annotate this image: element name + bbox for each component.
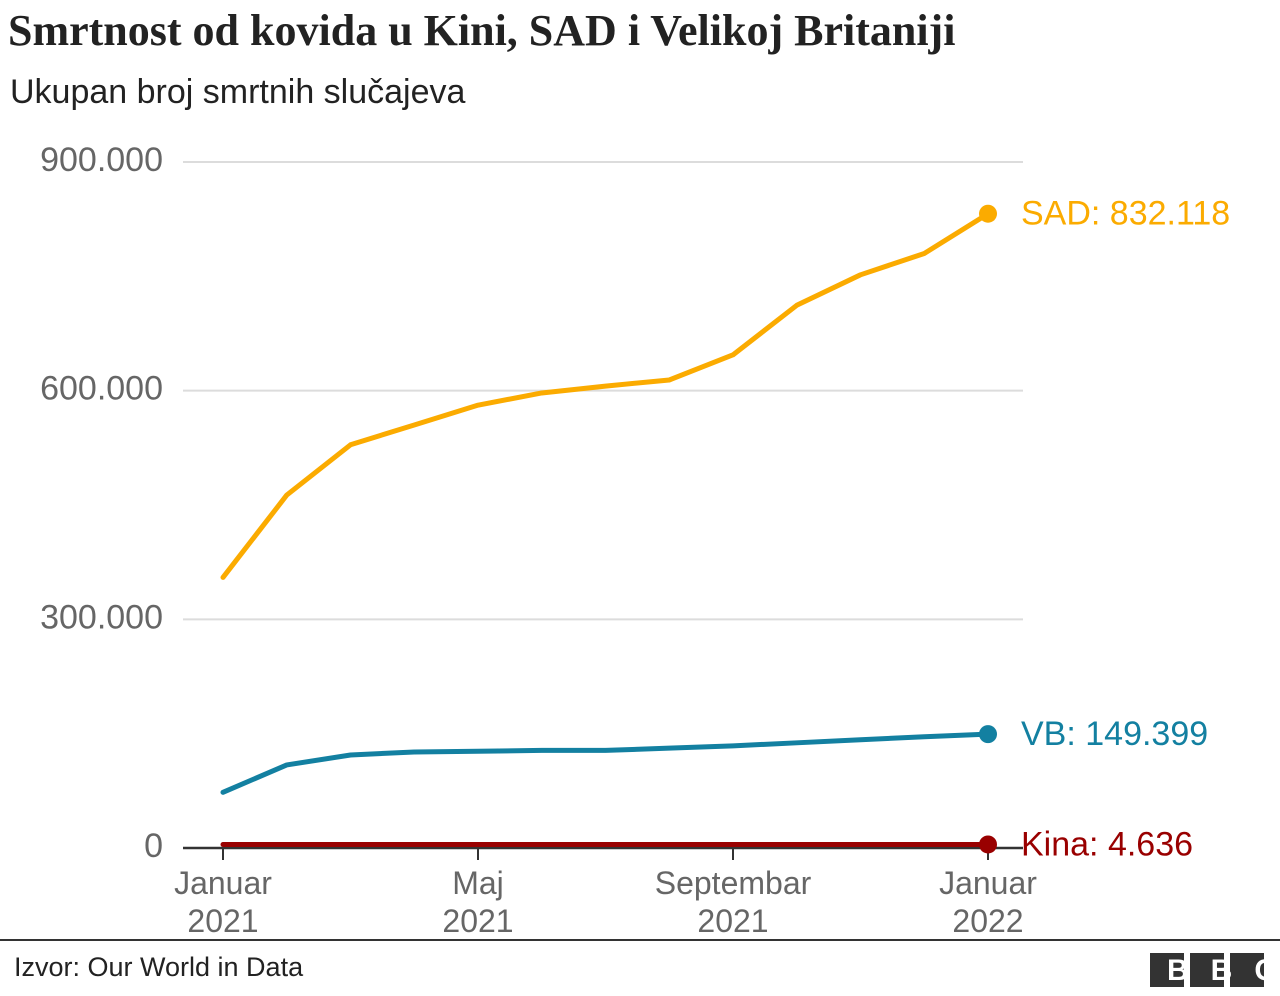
x-tick-label: Januar 2022 (939, 865, 1037, 939)
logo-boxes (1150, 953, 1264, 987)
y-tick-label: 0 (144, 827, 163, 865)
chart-subtitle: Ukupan broj smrtnih slučajeva (10, 73, 466, 111)
end-point (979, 204, 997, 223)
y-tick-label: 600.000 (40, 370, 163, 408)
y-tick-label: 900.000 (40, 141, 163, 179)
series-line (220, 211, 991, 580)
x-tick-label: Januar 2021 (174, 865, 272, 939)
y-tick-label: 300.000 (40, 598, 163, 636)
x-tick-label: Maj 2021 (442, 865, 514, 939)
end-point (979, 725, 997, 744)
value-label: Kina: 4.636 (1021, 825, 1193, 863)
source: Izvor: Our World in Data (14, 952, 304, 982)
end-point (979, 835, 997, 854)
logo: BBC (1167, 954, 1280, 987)
value-label: VB: 149.399 (1021, 715, 1208, 753)
series-line (220, 731, 991, 795)
x-tick-label: Septembar 2021 (654, 865, 812, 939)
value-label: SAD: 832.118 (1021, 195, 1230, 233)
chart-title: Smrtnost od kovida u Kini, SAD i Velikoj… (8, 6, 955, 55)
